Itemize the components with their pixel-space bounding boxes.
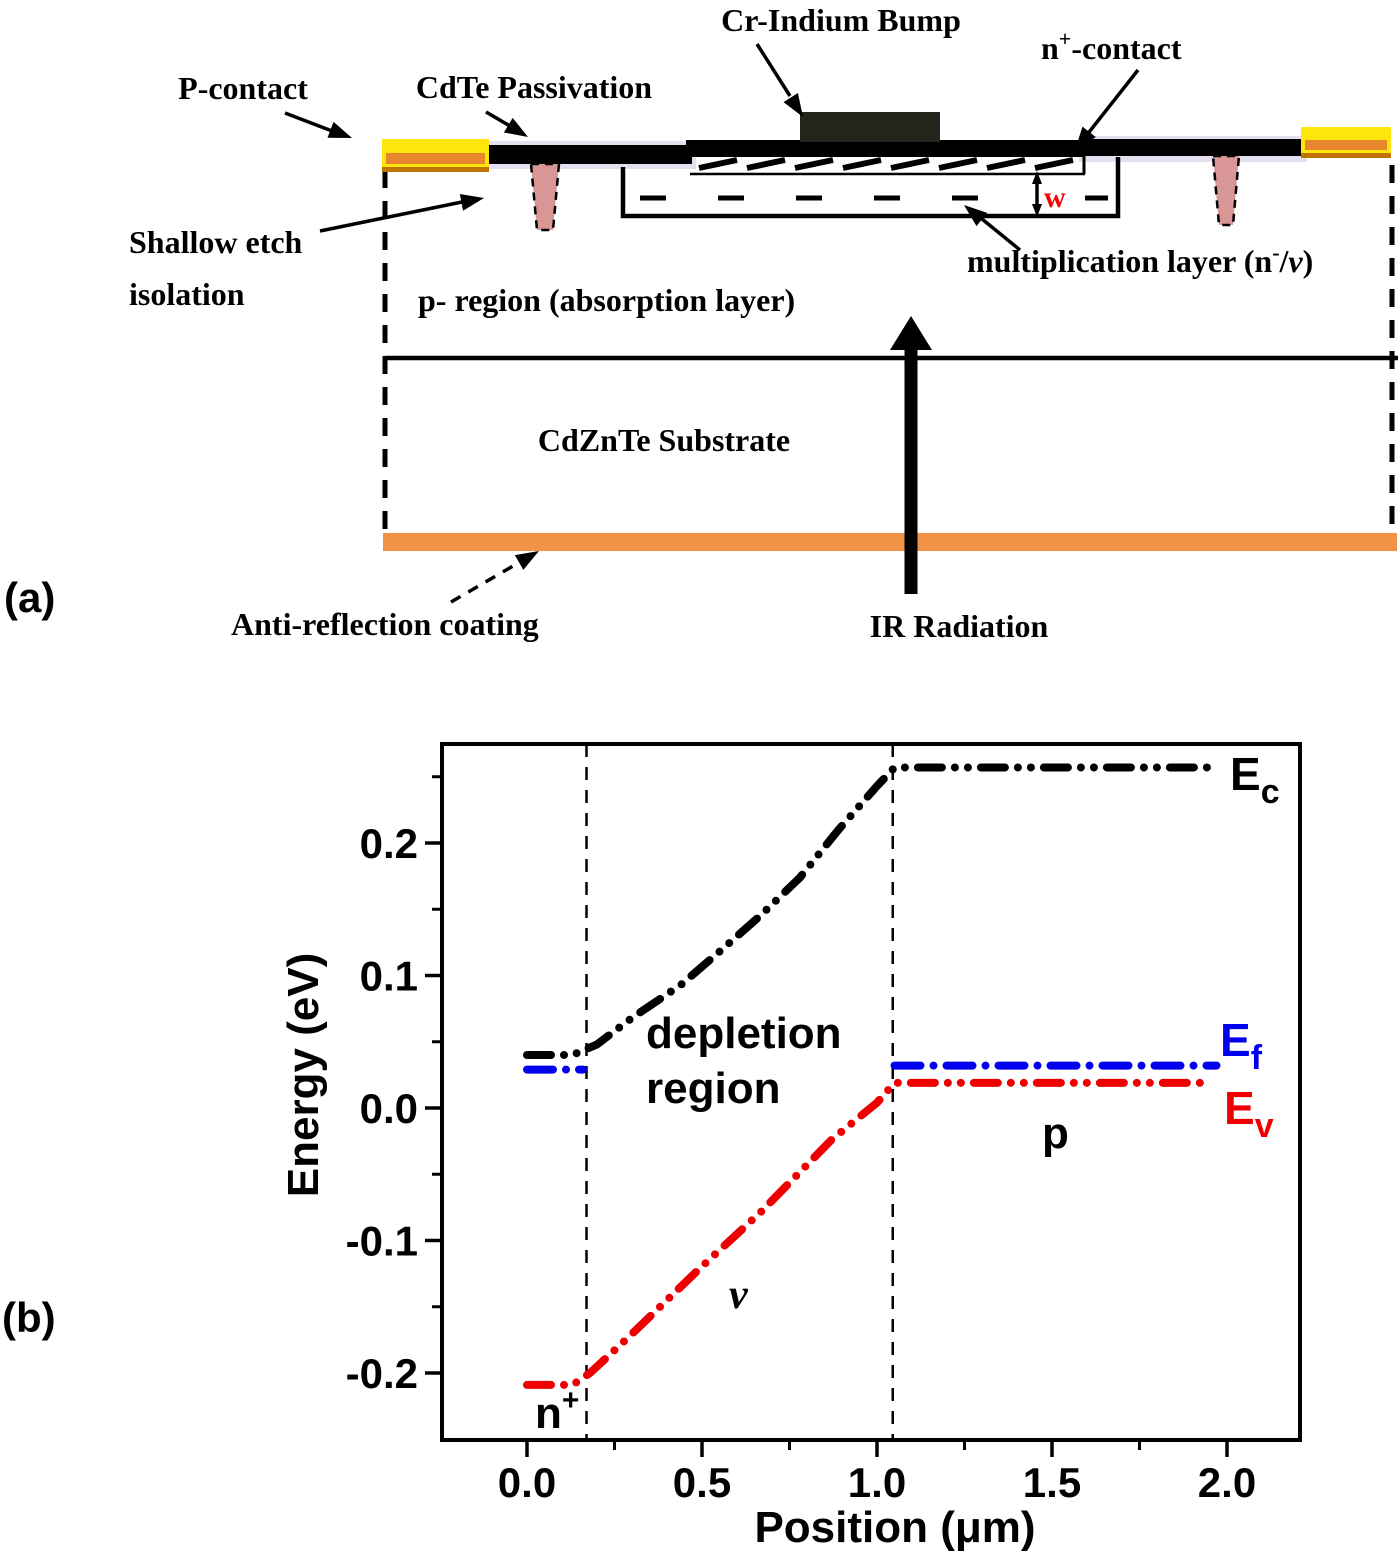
mult-layer-arrow-shaft (980, 217, 1022, 252)
shallow-etch-trench-left (529, 162, 561, 232)
x-tick-label: 1.0 (848, 1459, 906, 1506)
ev-band-label: Ev (1224, 1082, 1274, 1145)
x-tick-label: 2.0 (1198, 1459, 1256, 1506)
y-axis-title: Energy (eV) (279, 953, 328, 1198)
metal-layer-right (1082, 139, 1304, 156)
y-tick-label: 0.1 (360, 953, 418, 1000)
top-contact-bar (686, 140, 1085, 157)
x-tick-label: 1.5 (1023, 1459, 1081, 1506)
shallow-etch-label-line2: isolation (129, 276, 245, 312)
series-Ev (523, 1078, 1210, 1389)
plot-box (440, 742, 1302, 1442)
n-plus-contact-label: n+-contact (1041, 26, 1182, 66)
y-tick-label: -0.1 (346, 1218, 418, 1265)
bump-arrow-shaft (755, 43, 792, 97)
multiplication-layer-interior (626, 176, 1116, 216)
ar-coating-arrowhead (514, 551, 539, 570)
nu-region-annotation: ν (729, 1272, 749, 1318)
y-tick-label: -0.2 (346, 1350, 418, 1397)
y-tick-label: 0.0 (360, 1085, 418, 1132)
device-cross-section: w (4, 2, 1398, 644)
ef-band-label: Ef (1220, 1014, 1263, 1077)
n-contact-arrow-shaft (1084, 68, 1140, 138)
p-region-label: p- region (absorption layer) (418, 282, 795, 318)
anti-reflection-coating-bar (383, 533, 1397, 551)
cdte-passivation-label: CdTe Passivation (416, 69, 652, 105)
plot-curves (523, 744, 1221, 1440)
metal-layer-left (486, 145, 692, 164)
multiplication-layer-outline (620, 157, 1121, 219)
shallow-etch-label-line1: Shallow etch (129, 224, 303, 260)
annotation-arrows (284, 43, 1140, 604)
p-contact-right-stripe (1305, 140, 1387, 150)
x-tick-label: 0.5 (673, 1459, 731, 1506)
passivation-arrowhead (503, 117, 528, 137)
n-plus-layer-hatch (698, 157, 1074, 171)
p-contact-left (382, 139, 489, 172)
ir-radiation-label: IR Radiation (870, 608, 1049, 644)
plot-axes: 0.0 0.5 1.0 1.5 2.0 0.2 0.1 0.0 -0.1 -0.2 (346, 775, 1256, 1506)
p-contact-label: P-contact (178, 70, 308, 106)
n-contact-arrowhead (1075, 126, 1096, 150)
annotation-arrowheads (327, 93, 1096, 570)
panel-b-tag: (b) (2, 1294, 56, 1341)
ec-band-label: Ec (1230, 748, 1280, 811)
substrate-label: CdZnTe Substrate (538, 422, 790, 458)
p-contact-arrowhead (327, 121, 352, 138)
ir-radiation-arrowhead (890, 316, 932, 350)
shallow-etch-arrow-shaft (319, 200, 463, 233)
mult-layer-arrowhead (964, 205, 988, 227)
multiplication-layer-label: multiplication layer (n-/ν) (967, 240, 1313, 279)
series-Ec (523, 763, 1214, 1059)
x-axis-title: Position (μm) (754, 1503, 1035, 1552)
w-dimension-arrowhead-down (1032, 204, 1042, 217)
ar-coating-arrow-shaft (450, 560, 521, 604)
band-diagram: 0.0 0.5 1.0 1.5 2.0 0.2 0.1 0.0 -0.1 -0.2 Energy … (2, 742, 1302, 1552)
cr-indium-bump-shape (800, 112, 940, 142)
x-tick-label: 0.0 (498, 1459, 556, 1506)
bump-arrowhead (783, 93, 803, 117)
p-contact-right-edge (1301, 153, 1391, 158)
cr-indium-bump-label: Cr-Indium Bump (721, 2, 961, 38)
depletion-region-label-line2: region (646, 1064, 780, 1113)
y-tick-label: 0.2 (360, 820, 418, 867)
p-contact-right (1301, 127, 1391, 158)
ar-coating-label: Anti-reflection coating (231, 606, 539, 642)
w-marker-label: w (1044, 181, 1066, 214)
passivation-arrow-shaft (485, 110, 511, 128)
p-contact-left-edge (382, 167, 489, 172)
panel-a-tag: (a) (4, 574, 55, 621)
depletion-region-label-line1: depletion (646, 1009, 842, 1058)
p-contact-left-stripe (386, 153, 485, 164)
p-contact-arrow-shaft (284, 111, 333, 133)
w-dimension-arrowhead-up (1032, 171, 1042, 184)
n-plus-region-annotation: n+ (535, 1384, 579, 1438)
shallow-etch-arrowhead (459, 194, 484, 211)
shallow-etch-trench-right (1211, 154, 1241, 227)
p-region-annotation: p (1042, 1109, 1069, 1158)
